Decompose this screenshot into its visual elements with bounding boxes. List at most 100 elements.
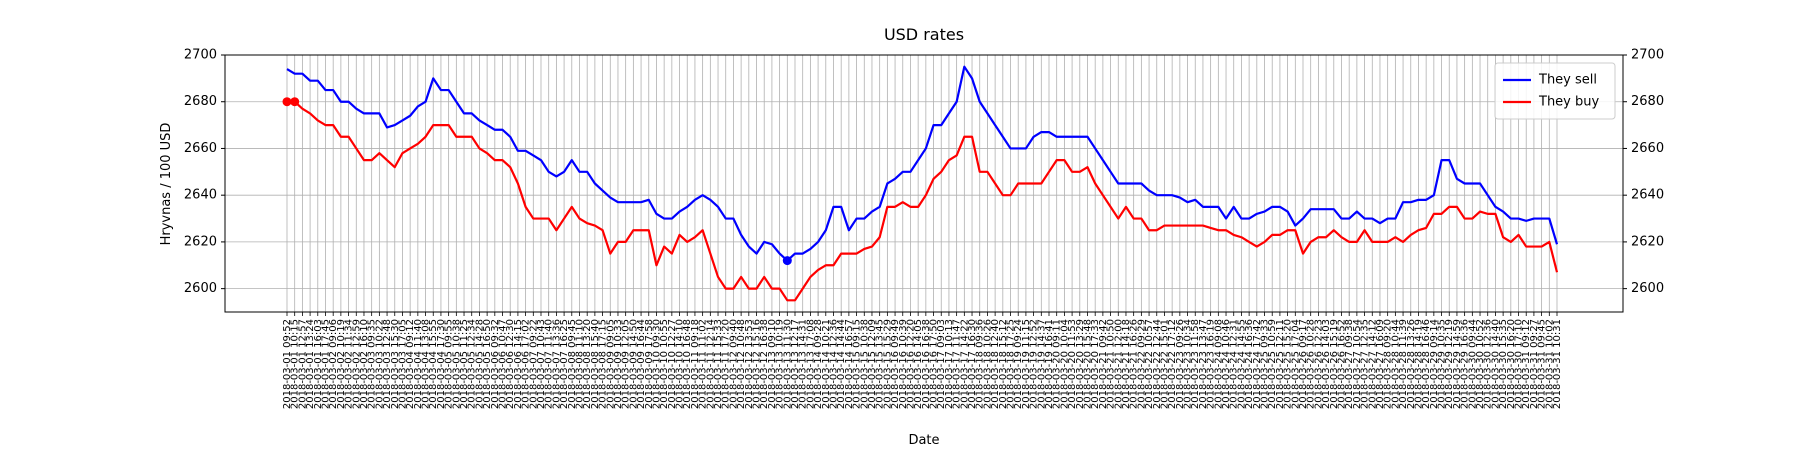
x-tick-label: 2018-03-05 16:50: [482, 319, 493, 409]
x-tick-label: 2018-03-06 09:32: [490, 319, 501, 409]
x-tick-label: 2018-03-31 09:27: [1529, 319, 1540, 409]
x-tick-label: 2018-03-30 12:36: [1483, 319, 1494, 409]
y-tick-label: 2660: [184, 141, 217, 156]
x-tick-label: 2018-03-11 17:20: [721, 319, 732, 409]
x-tick-label: 2018-03-09 16:44: [636, 319, 647, 409]
x-tick-label: 2018-03-19 09:24: [1013, 319, 1024, 409]
x-tick-label: 2018-03-20 11:53: [1067, 319, 1078, 409]
x-tick-label: 2018-03-04 17:30: [436, 319, 447, 409]
x-tick-label: 2018-03-11 15:33: [713, 319, 724, 409]
x-tick-label: 2018-03-10 10:55: [659, 319, 670, 409]
x-tick-label: 2018-03-22 09:29: [1136, 319, 1147, 409]
x-tick-label: 2018-03-17 09:03: [936, 319, 947, 409]
x-tick-label: 2018-03-23 10:34: [1183, 319, 1194, 409]
x-tick-label: 2018-03-25 17:04: [1290, 319, 1301, 409]
y2-tick-label: 2700: [1631, 48, 1664, 63]
x-tick-label: 2018-03-28 16:46: [1421, 319, 1432, 409]
legend-label: They buy: [1538, 95, 1599, 110]
x-axis-label: Date: [908, 433, 939, 448]
x-tick-label: 2018-03-01 10:15: [290, 319, 301, 409]
y2-tick-label: 2640: [1631, 188, 1664, 203]
x-tick-label: 2018-03-20 10:04: [1059, 319, 1070, 409]
x-tick-label: 2018-03-16 16:38: [921, 319, 932, 409]
x-tick-label: 2018-03-31 10:02: [1544, 319, 1555, 409]
x-tick-label: 2018-03-28 09:20: [1383, 319, 1394, 409]
x-tick-label: 2018-03-27 09:38: [1344, 319, 1355, 409]
x-tick-label: 2018-03-13 12:17: [790, 319, 801, 409]
min-marker: [782, 256, 792, 266]
x-tick-label: 2018-03-14 12:36: [828, 319, 839, 409]
y-tick-label: 2600: [184, 281, 217, 296]
legend: They sell They buy: [1494, 62, 1616, 120]
y2-tick-label: 2600: [1631, 281, 1664, 296]
x-tick-label: 2018-03-03 10:22: [374, 319, 385, 409]
x-tick-label: 2018-03-18 15:12: [998, 319, 1009, 409]
x-tick-label: 2018-03-24 17:42: [1252, 319, 1263, 409]
x-tick-label: 2018-03-23 11:58: [1190, 319, 1201, 409]
x-tick-label: 2018-03-09 14:50: [628, 319, 639, 409]
y2-tick-label: 2680: [1631, 94, 1664, 109]
x-tick-label: 2018-03-29 14:59: [1452, 319, 1463, 409]
x-tick-label: 2018-03-19 14:37: [1036, 319, 1047, 409]
x-tick-label: 2018-03-24 16:36: [1244, 319, 1255, 409]
y-axis-label: Hryvnas / 100 USD: [159, 123, 174, 246]
x-tick-label: 2018-03-23 09:26: [1175, 319, 1186, 409]
legend-box: [1494, 62, 1616, 120]
x-tick-label: 2018-03-13 10:19: [775, 319, 786, 409]
x-tick-label: 2018-03-09 17:58: [644, 319, 655, 409]
x-tick-label: 2018-03-25 09:33: [1260, 319, 1271, 409]
x-tick-label: 2018-03-17 10:13: [944, 319, 955, 409]
x-tick-label: 2018-03-21 10:50: [1106, 319, 1117, 409]
x-tick-label: 2018-03-29 12:19: [1444, 319, 1455, 409]
x-tick-label: 2018-03-09 09:05: [605, 319, 616, 409]
x-tick-label: 2018-03-20 17:33: [1090, 319, 1101, 409]
x-tick-label: 2018-03-04 09:12: [405, 319, 416, 409]
x-tick-label: 2018-03-17 16:30: [967, 319, 978, 409]
x-tick-label: 2018-03-27 10:54: [1352, 319, 1363, 409]
x-tick-label: 2018-03-16 14:05: [913, 319, 924, 409]
x-tick-label: 2018-03-30 14:40: [1490, 319, 1501, 409]
x-tick-label: 2018-03-30 17:10: [1514, 319, 1525, 409]
x-tick-label: 2018-03-24 14:55: [1236, 319, 1247, 409]
x-tick-label: 2018-03-07 10:43: [536, 319, 547, 409]
x-tick-label: 2018-03-16 17:50: [929, 319, 940, 409]
x-tick-label: 2018-03-30 10:52: [1475, 319, 1486, 409]
y-tick-label: 2700: [184, 48, 217, 63]
x-tick-label: 2018-03-11 09:18: [690, 319, 701, 409]
x-tick-label: 2018-03-02 10:19: [336, 319, 347, 409]
x-tick-label: 2018-03-13 11:30: [782, 319, 793, 409]
x-tick-label: 2018-03-10 09:30: [651, 319, 662, 409]
x-tick-label: 2018-03-24 09:08: [1213, 319, 1224, 409]
x-tick-label: 2018-03-29 09:14: [1429, 319, 1440, 409]
x-tick-label: 2018-03-12 09:40: [728, 319, 739, 409]
x-tick-label: 2018-03-05 12:34: [467, 319, 478, 409]
x-tick-label: 2018-03-22 17:12: [1167, 319, 1178, 409]
x-tick-label: 2018-03-31 10:31: [1552, 319, 1563, 409]
x-tick-label: 2018-03-23 13:47: [1198, 319, 1209, 409]
x-tick-label: 2018-03-18 17:25: [1006, 319, 1017, 409]
x-tick-label: 2018-03-31 09:45: [1537, 319, 1548, 409]
x-tick-label: 2018-03-12 13:53: [744, 319, 755, 409]
max-marker: [290, 97, 300, 107]
series-line: [287, 100, 1559, 302]
legend-label: They sell: [1538, 73, 1597, 88]
x-tick-label: 2018-03-01 17:45: [320, 319, 331, 409]
x-tick-label: 2018-03-06 14:15: [513, 319, 524, 409]
x-tick-label: 2018-03-05 14:28: [474, 319, 485, 409]
x-tick-label: 2018-03-08 09:45: [567, 319, 578, 409]
x-tick-label: 2018-03-27 12:35: [1360, 319, 1371, 409]
x-tick-label: 2018-03-22 12:44: [1152, 319, 1163, 409]
x-tick-label: 2018-03-04 15:55: [428, 319, 439, 409]
x-tick-label: 2018-03-10 14:10: [675, 319, 686, 409]
x-tick-label: 2018-03-07 13:36: [551, 319, 562, 409]
x-tick-label: 2018-03-26 10:28: [1306, 319, 1317, 409]
x-tick-label: 2018-03-27 14:12: [1367, 319, 1378, 409]
x-tick-label: 2018-03-08 15:40: [590, 319, 601, 409]
x-tick-label: 2018-03-15 15:29: [882, 319, 893, 409]
x-tick-label: 2018-03-28 10:44: [1390, 319, 1401, 409]
x-tick-label: 2018-03-23 16:19: [1206, 319, 1217, 409]
x-tick-label: 2018-03-11 12:14: [705, 319, 716, 409]
x-tick-label: 2018-03-17 11:47: [952, 319, 963, 409]
x-tick-label: 2018-03-26 16:52: [1336, 319, 1347, 409]
x-tick-label: 2018-03-02 11:34: [344, 319, 355, 409]
